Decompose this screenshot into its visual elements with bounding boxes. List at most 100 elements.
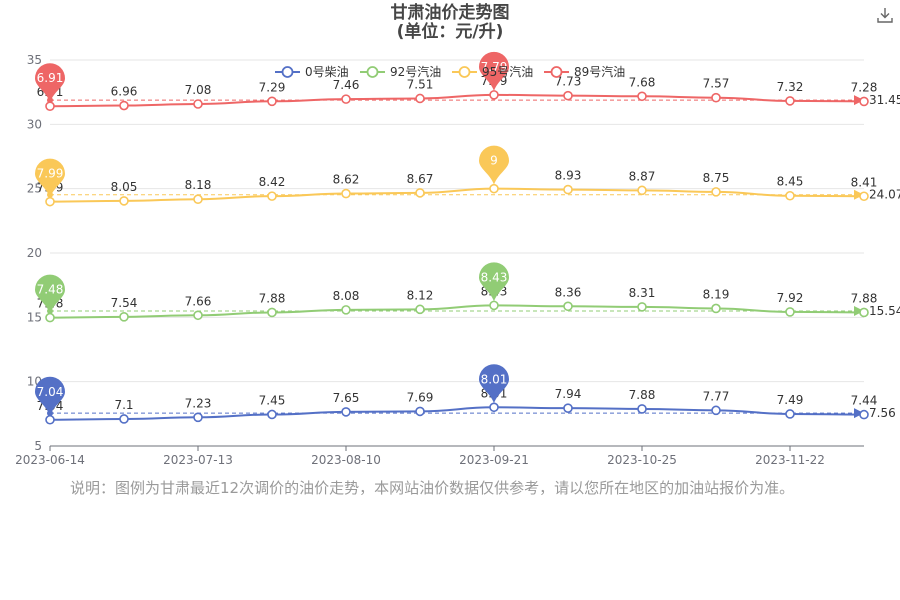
data-point — [563, 184, 573, 195]
data-point — [711, 92, 721, 103]
data-point — [489, 90, 499, 100]
data-point — [45, 312, 55, 323]
legend-swatch-dot — [550, 66, 563, 78]
data-label: 7.68 — [629, 75, 656, 89]
data-label: 7.23 — [185, 396, 212, 410]
min-marker — [35, 274, 65, 314]
average-arrow — [854, 189, 864, 200]
data-label: 7.88 — [851, 291, 878, 305]
data-point — [193, 99, 203, 109]
average-label: 15.54 — [869, 304, 900, 318]
min-marker-label: 7.99 — [37, 167, 64, 181]
data-label: 7.57 — [703, 77, 730, 91]
data-label: 7.32 — [777, 80, 804, 94]
data-point — [267, 307, 277, 318]
data-label: 8.75 — [703, 171, 730, 185]
average-arrow — [854, 306, 864, 317]
data-label: 8.67 — [407, 172, 434, 186]
max-marker-label: 7.79 — [481, 60, 508, 74]
data-point — [785, 96, 795, 106]
data-point — [859, 307, 869, 318]
series-line — [49, 187, 865, 203]
legend-label: 89号汽油 — [574, 64, 625, 79]
min-marker-label: 7.48 — [37, 283, 64, 297]
average-lines: 7.56 15.54 24.07 31.45 — [47, 93, 900, 420]
legend-label: 0号柴油 — [305, 65, 349, 79]
data-label: 7.73 — [555, 75, 582, 89]
data-point — [45, 414, 55, 425]
data-point — [563, 301, 573, 312]
data-label: 7.54 — [111, 296, 138, 310]
data-label: 7.08 — [185, 83, 212, 97]
data-label: 7.44 — [851, 394, 878, 408]
legend-label: 92号汽油 — [390, 64, 441, 79]
max-marker — [479, 262, 509, 302]
min-marker-label: 6.91 — [37, 71, 64, 85]
data-label: 7.65 — [333, 391, 360, 405]
data-label: 8.93 — [555, 169, 582, 183]
data-point — [637, 302, 647, 312]
data-label: 7.88 — [259, 291, 286, 305]
data-point — [267, 409, 277, 420]
max-marker-label: 8.43 — [481, 270, 508, 284]
data-point — [489, 183, 499, 194]
data-point — [193, 412, 203, 423]
average-label: 24.07 — [869, 188, 900, 202]
data-point — [341, 305, 351, 315]
legend-swatch-dot — [458, 66, 471, 78]
y-tick-label: 20 — [27, 246, 42, 260]
data-point — [341, 407, 351, 417]
chart-title: 甘肃油价走势图 (单位：元/升) — [0, 4, 900, 42]
data-label: 8.41 — [851, 175, 878, 189]
data-label: 7.51 — [407, 77, 434, 91]
data-label: 8.12 — [407, 288, 434, 302]
min-marker-label: 7.04 — [37, 385, 64, 399]
data-point — [859, 191, 869, 202]
data-labels: 7.04 7.1 7.23 7.45 7.65 7.69 8.01 7.94 7.88 7.77 7… — [37, 74, 878, 413]
average-arrow — [854, 95, 864, 106]
data-point — [119, 312, 129, 322]
series-line — [49, 406, 865, 421]
data-point — [489, 402, 499, 413]
average-label: 31.45 — [869, 93, 900, 107]
data-point — [341, 188, 351, 199]
legend-label: 95号汽油 — [482, 64, 533, 79]
data-point — [415, 188, 425, 198]
data-point — [415, 406, 425, 417]
data-point — [193, 310, 203, 321]
legend-swatch-dot — [281, 66, 294, 78]
data-point — [637, 404, 647, 414]
series-lines — [45, 90, 869, 425]
data-point — [415, 93, 425, 104]
download-icon[interactable] — [876, 6, 894, 24]
data-label: 8.36 — [555, 285, 582, 299]
data-point — [859, 96, 869, 107]
y-tick-label: 30 — [27, 117, 42, 131]
x-tick-label: 2023-09-21 — [459, 453, 529, 467]
data-point — [489, 300, 499, 311]
y-tick-label: 15 — [27, 310, 42, 324]
min-marker — [35, 158, 65, 198]
data-label: 7.45 — [259, 393, 286, 407]
data-point — [711, 303, 721, 314]
data-point — [119, 414, 129, 424]
data-label: 8.42 — [259, 175, 286, 189]
y-tick-label: 5 — [34, 439, 42, 453]
data-point — [785, 190, 795, 201]
data-label: 7.88 — [629, 388, 656, 402]
data-label: 8.19 — [703, 287, 730, 301]
x-axis: 2023-06-14 2023-07-13 2023-08-10 2023-09-21… — [15, 445, 864, 467]
extreme-markers: 8.01 7.04 8.43 7.48 9 7.99 7.79 6.91 — [35, 51, 509, 416]
series-line — [49, 304, 865, 319]
data-label: 8.18 — [185, 178, 212, 192]
data-label: 7.46 — [333, 78, 360, 92]
data-point — [267, 191, 277, 201]
data-point — [341, 94, 351, 104]
data-label: 7.92 — [777, 291, 804, 305]
max-marker — [479, 51, 509, 91]
data-label: 7.28 — [851, 80, 878, 94]
data-label: 8.62 — [333, 173, 360, 187]
data-label: 8.08 — [333, 289, 360, 303]
